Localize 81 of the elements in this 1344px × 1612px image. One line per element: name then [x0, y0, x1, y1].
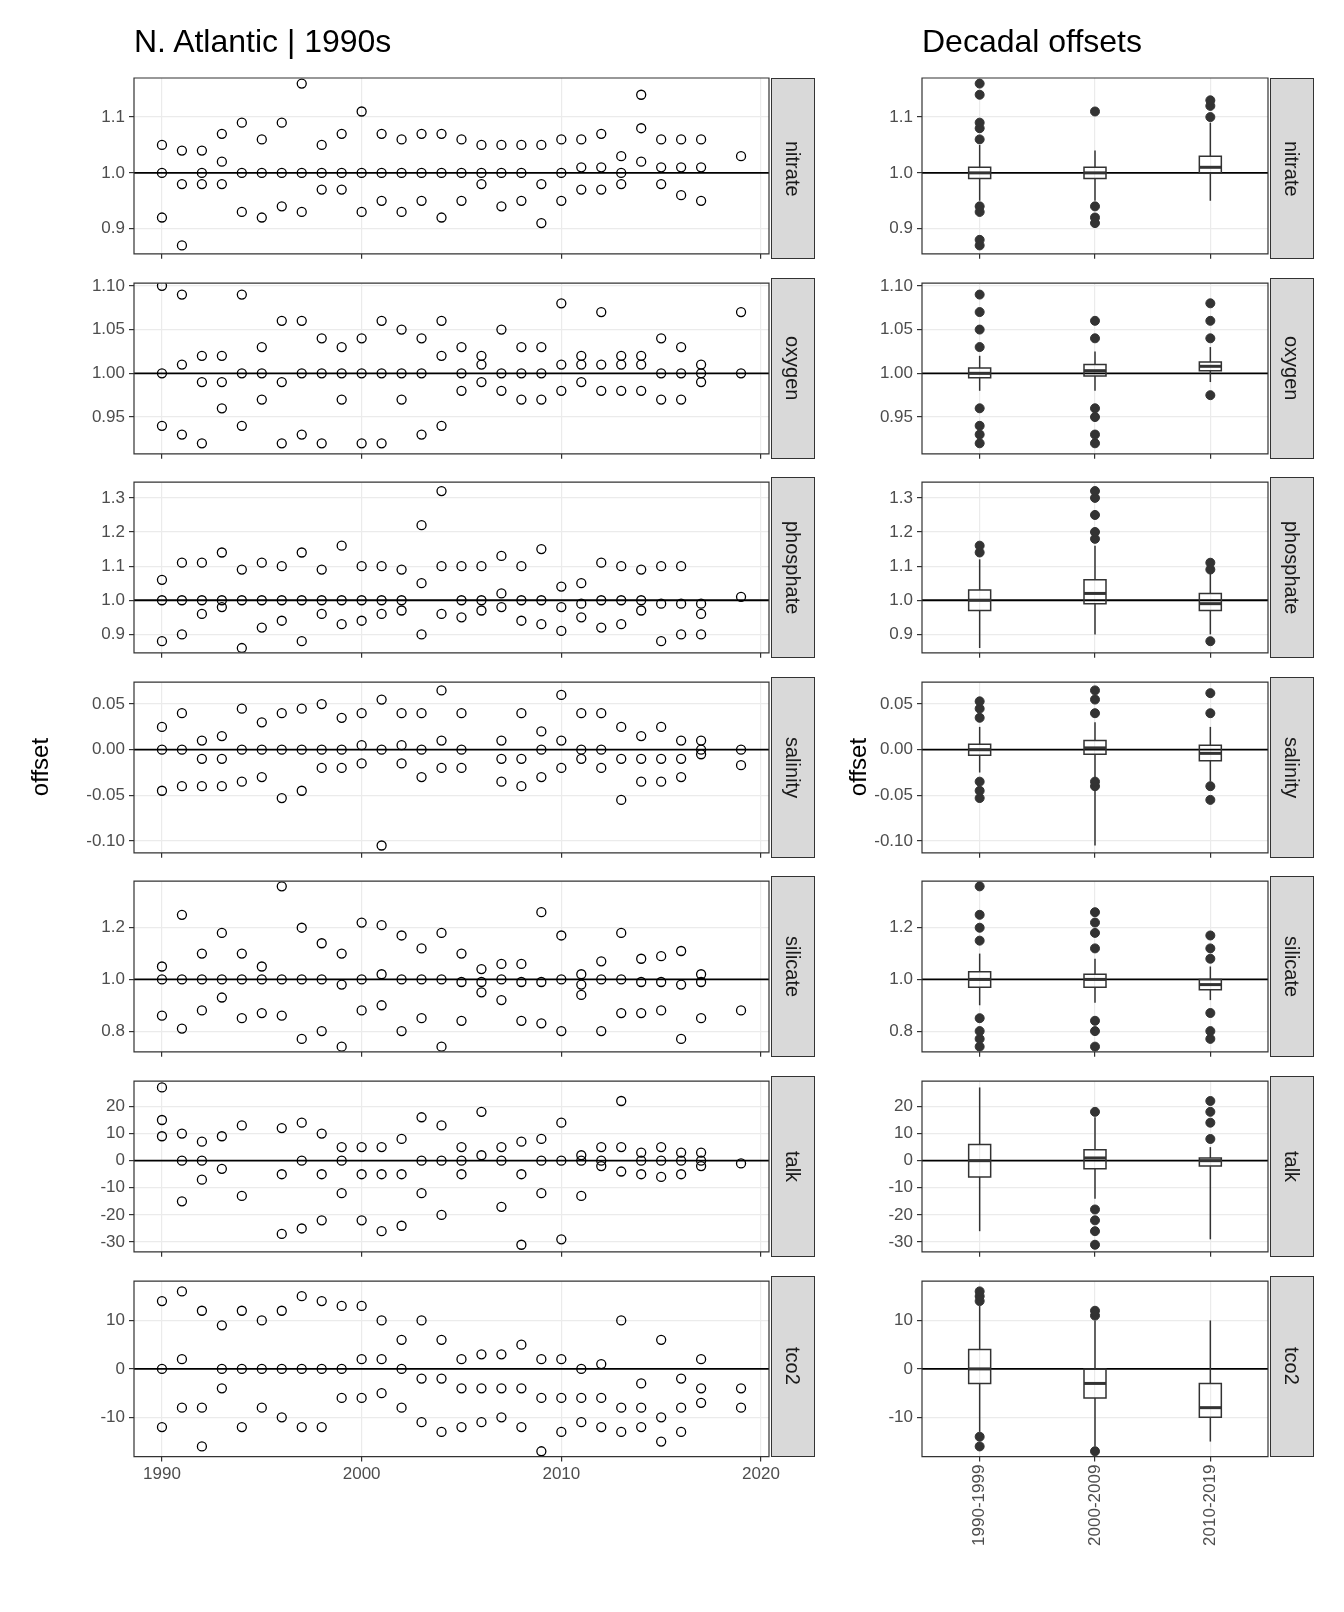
y-tick-label: 20: [106, 1096, 125, 1116]
y-tick-label: 0: [903, 1358, 913, 1378]
y-tick-label: 1.0: [101, 162, 125, 182]
y-tick-label: 20: [894, 1096, 913, 1116]
y-tick-label: -20: [888, 1204, 913, 1224]
y2-axis-title: nitrate: [1281, 140, 1303, 197]
y-axis-title: offset: [26, 738, 53, 797]
y-tick-label: 0.8: [889, 1020, 913, 1040]
y-tick-label: 0.00: [91, 739, 125, 759]
y-tick-label: 1.05: [91, 319, 125, 339]
x-tick-label: 2010-2019: [1200, 1464, 1220, 1546]
y-tick-label: 1.3: [101, 487, 125, 507]
y2-axis-title: talk: [1281, 1150, 1303, 1183]
x-tick-label: 2000-2009: [1084, 1464, 1104, 1546]
y2-axis-title: oxygen: [782, 335, 804, 401]
y2-axis-title: talk: [782, 1150, 804, 1183]
y-tick-label: 1.0: [889, 589, 913, 609]
y-tick-label: 0: [903, 1150, 913, 1170]
x-tick-label: 2020: [742, 1464, 780, 1484]
y2-axis-title: tco2: [1281, 1347, 1303, 1385]
y-tick-label: 0.95: [879, 406, 913, 426]
y-tick-label: 1.1: [101, 555, 125, 575]
y-tick-label: 1.2: [101, 917, 125, 937]
y-tick-label: 0.05: [91, 693, 125, 713]
y-tick-label: 10: [894, 1123, 913, 1143]
y-tick-label: -30: [100, 1231, 125, 1251]
y-tick-label: 1.1: [101, 106, 125, 126]
y-tick-label: 0.9: [101, 624, 125, 644]
x-tick-label: 1990-1999: [969, 1464, 989, 1546]
chart-title: N. Atlantic | 1990s: [134, 23, 392, 59]
y-tick-label: 0.9: [889, 218, 913, 238]
y-tick-label: 1.00: [879, 363, 913, 382]
y-tick-label: 1.0: [101, 969, 125, 989]
y2-axis-title: salinity: [1281, 736, 1303, 798]
y-tick-label: 0.05: [879, 693, 913, 713]
y2-axis-title: phosphate: [1281, 520, 1303, 615]
y-tick-label: 1.2: [889, 917, 913, 937]
y-tick-label: -0.05: [874, 785, 913, 805]
y2-axis-title: phosphate: [782, 520, 804, 615]
y-tick-label: -0.10: [86, 830, 125, 850]
y-tick-label: 10: [894, 1310, 913, 1330]
y-tick-label: 0.9: [889, 624, 913, 644]
y-tick-label: -10: [888, 1407, 913, 1427]
x-tick-label: 1990: [143, 1464, 181, 1484]
y-tick-label: -0.10: [874, 830, 913, 850]
y-tick-label: 1.05: [879, 319, 913, 339]
y-axis-title: offset: [844, 738, 871, 797]
y-tick-label: 0.9: [101, 218, 125, 238]
y-tick-label: -20: [100, 1204, 125, 1224]
y-tick-label: 1.1: [889, 106, 913, 126]
y-tick-label: 1.10: [879, 275, 913, 295]
y-tick-label: 0: [115, 1150, 125, 1170]
y-tick-label: 1.2: [889, 521, 913, 541]
y-tick-label: 0: [115, 1358, 125, 1378]
y-tick-label: 1.10: [91, 275, 125, 295]
y-tick-label: 10: [106, 1310, 125, 1330]
y-tick-label: 1.0: [889, 969, 913, 989]
y-tick-label: 1.00: [91, 363, 125, 382]
y-tick-label: 1.3: [889, 487, 913, 507]
y-tick-label: -10: [100, 1407, 125, 1427]
y-tick-label: 0.00: [879, 739, 913, 759]
x-tick-label: 2010: [542, 1464, 581, 1484]
y-tick-label: 1.0: [889, 162, 913, 182]
y-tick-label: 1.0: [101, 589, 125, 609]
y2-axis-title: silicate: [782, 936, 804, 998]
y-tick-label: 0.95: [91, 406, 125, 426]
y-tick-label: -0.05: [86, 785, 125, 805]
y-tick-label: 10: [106, 1123, 125, 1143]
chart-title: Decadal offsets: [922, 23, 1142, 59]
y2-axis-title: nitrate: [782, 140, 804, 197]
y2-axis-title: tco2: [782, 1347, 804, 1385]
y-tick-label: 0.8: [101, 1020, 125, 1040]
y-tick-label: -30: [888, 1231, 913, 1251]
x-tick-label: 2000: [342, 1464, 381, 1484]
y-tick-label: -10: [100, 1177, 125, 1197]
y-tick-label: -10: [888, 1177, 913, 1197]
y-tick-label: 1.2: [101, 521, 125, 541]
y2-axis-title: oxygen: [1281, 335, 1303, 401]
y2-axis-title: silicate: [1281, 936, 1303, 998]
y2-axis-title: salinity: [782, 736, 804, 798]
y-tick-label: 1.1: [889, 555, 913, 575]
